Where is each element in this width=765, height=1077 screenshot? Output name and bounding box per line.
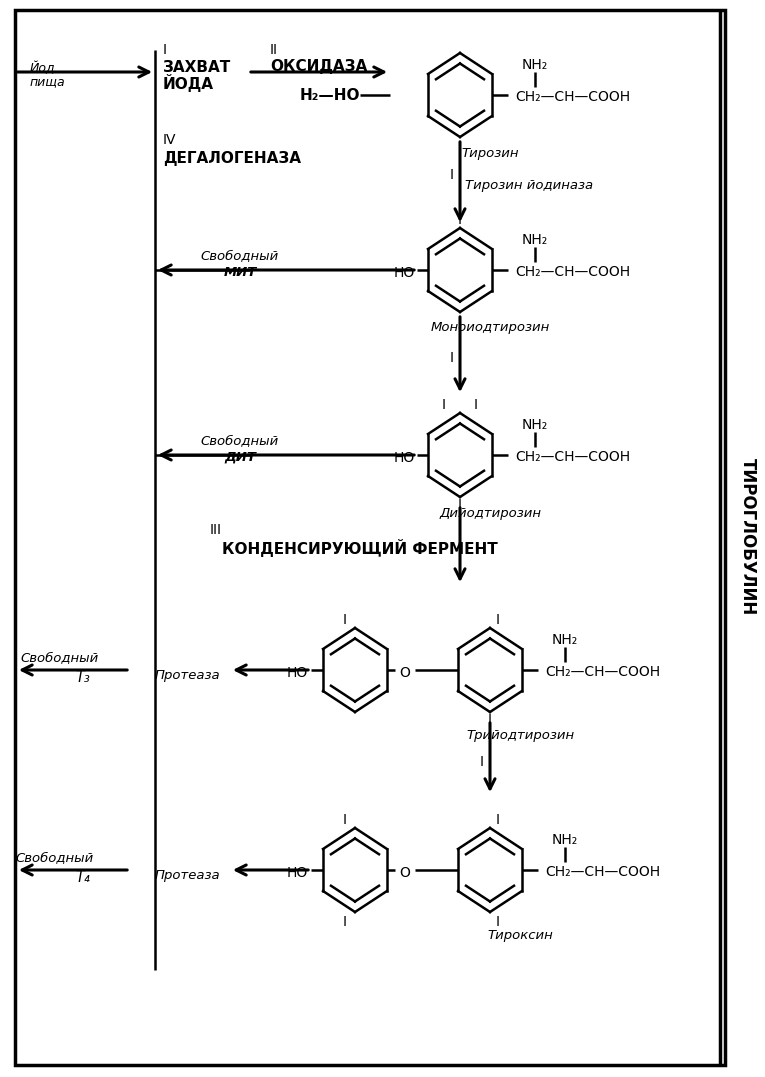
Text: CH₂—CH—COOH: CH₂—CH—COOH xyxy=(545,665,660,679)
Text: I: I xyxy=(496,613,500,627)
Text: I: I xyxy=(442,398,446,412)
Text: O: O xyxy=(399,866,411,880)
Text: I: I xyxy=(343,915,347,929)
Text: HO: HO xyxy=(394,451,415,465)
Text: I: I xyxy=(343,613,347,627)
Text: I: I xyxy=(450,543,454,557)
Text: Свободный: Свободный xyxy=(201,250,279,263)
Text: Йод: Йод xyxy=(30,61,56,74)
Text: Свободный: Свободный xyxy=(16,852,94,865)
Text: NH₂: NH₂ xyxy=(522,233,549,247)
Text: II: II xyxy=(270,43,278,57)
Text: Тироксин: Тироксин xyxy=(487,928,553,941)
Text: IV: IV xyxy=(163,132,177,146)
Text: NH₂: NH₂ xyxy=(522,58,549,72)
Text: I: I xyxy=(163,43,167,57)
Text: I: I xyxy=(488,713,492,727)
Text: ДИТ: ДИТ xyxy=(224,450,256,463)
Text: Протеаза: Протеаза xyxy=(155,868,220,881)
Text: ТИРОГЛОБУЛИН: ТИРОГЛОБУЛИН xyxy=(739,459,757,616)
Text: ЗАХВАТ: ЗАХВАТ xyxy=(163,59,231,74)
Text: Трийодтирозин: Трийодтирозин xyxy=(466,728,574,741)
Text: пища: пища xyxy=(30,75,66,88)
Text: NH₂: NH₂ xyxy=(552,833,578,847)
Text: I: I xyxy=(496,915,500,929)
Text: КОНДЕНСИРУЮЩИЙ ФЕРМЕНТ: КОНДЕНСИРУЮЩИЙ ФЕРМЕНТ xyxy=(222,538,498,557)
Text: МИТ: МИТ xyxy=(223,266,256,279)
Text: I: I xyxy=(450,351,454,365)
Text: ОКСИДАЗА: ОКСИДАЗА xyxy=(270,59,367,74)
Text: CH₂—CH—COOH: CH₂—CH—COOH xyxy=(545,865,660,879)
Text: NH₂: NH₂ xyxy=(522,418,549,432)
Text: HO: HO xyxy=(287,666,308,680)
Text: ДЕГАЛОГЕНАЗА: ДЕГАЛОГЕНАЗА xyxy=(163,151,301,166)
Text: I: I xyxy=(474,398,478,412)
Text: Свободный: Свободный xyxy=(201,434,279,448)
Text: I: I xyxy=(480,755,484,769)
Text: Тирозин йодиназа: Тирозин йодиназа xyxy=(465,179,593,192)
Text: CH₂—CH—COOH: CH₂—CH—COOH xyxy=(515,450,630,464)
Text: Протеаза: Протеаза xyxy=(155,669,220,682)
Text: Свободный: Свободный xyxy=(21,652,99,665)
Text: HO: HO xyxy=(287,866,308,880)
Text: T₃: T₃ xyxy=(76,671,90,685)
Text: I: I xyxy=(458,498,462,512)
Text: III: III xyxy=(210,523,222,537)
Text: CH₂—CH—COOH: CH₂—CH—COOH xyxy=(515,265,630,279)
Text: CH₂—CH—COOH: CH₂—CH—COOH xyxy=(515,90,630,104)
Text: I: I xyxy=(458,213,462,227)
Text: T₄: T₄ xyxy=(76,870,90,885)
Text: I: I xyxy=(496,813,500,827)
Text: I: I xyxy=(450,168,454,182)
Text: ЙОДА: ЙОДА xyxy=(163,74,214,92)
Text: I: I xyxy=(343,813,347,827)
Text: Тирозин: Тирозин xyxy=(461,146,519,159)
Text: NH₂: NH₂ xyxy=(552,633,578,647)
Text: Дийодтирозин: Дийодтирозин xyxy=(439,506,541,519)
Text: HO: HO xyxy=(394,266,415,280)
Text: Моноиодтирозин: Моноиодтирозин xyxy=(431,322,549,335)
Text: H₂—HO: H₂—HO xyxy=(300,87,360,102)
Text: O: O xyxy=(399,666,411,680)
